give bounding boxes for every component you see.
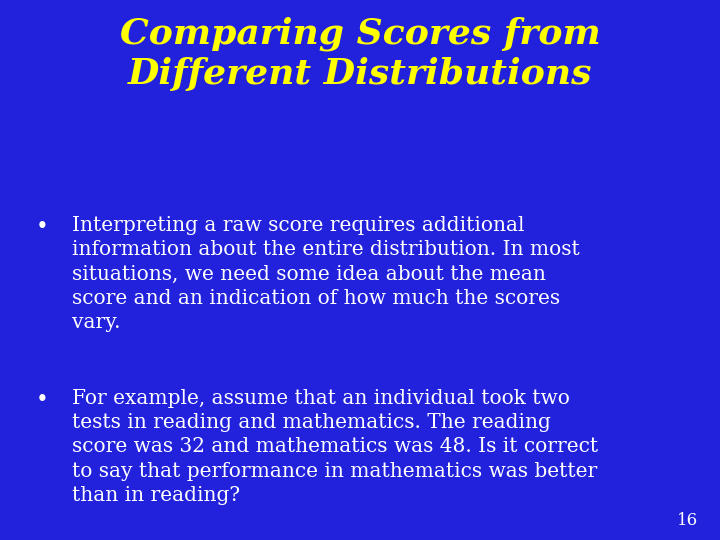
Text: •: • bbox=[36, 216, 49, 238]
Text: For example, assume that an individual took two
tests in reading and mathematics: For example, assume that an individual t… bbox=[72, 389, 598, 505]
Text: 16: 16 bbox=[678, 512, 698, 529]
Text: •: • bbox=[36, 389, 49, 411]
Text: Comparing Scores from
Different Distributions: Comparing Scores from Different Distribu… bbox=[120, 16, 600, 91]
Text: Interpreting a raw score requires additional
information about the entire distri: Interpreting a raw score requires additi… bbox=[72, 216, 580, 332]
